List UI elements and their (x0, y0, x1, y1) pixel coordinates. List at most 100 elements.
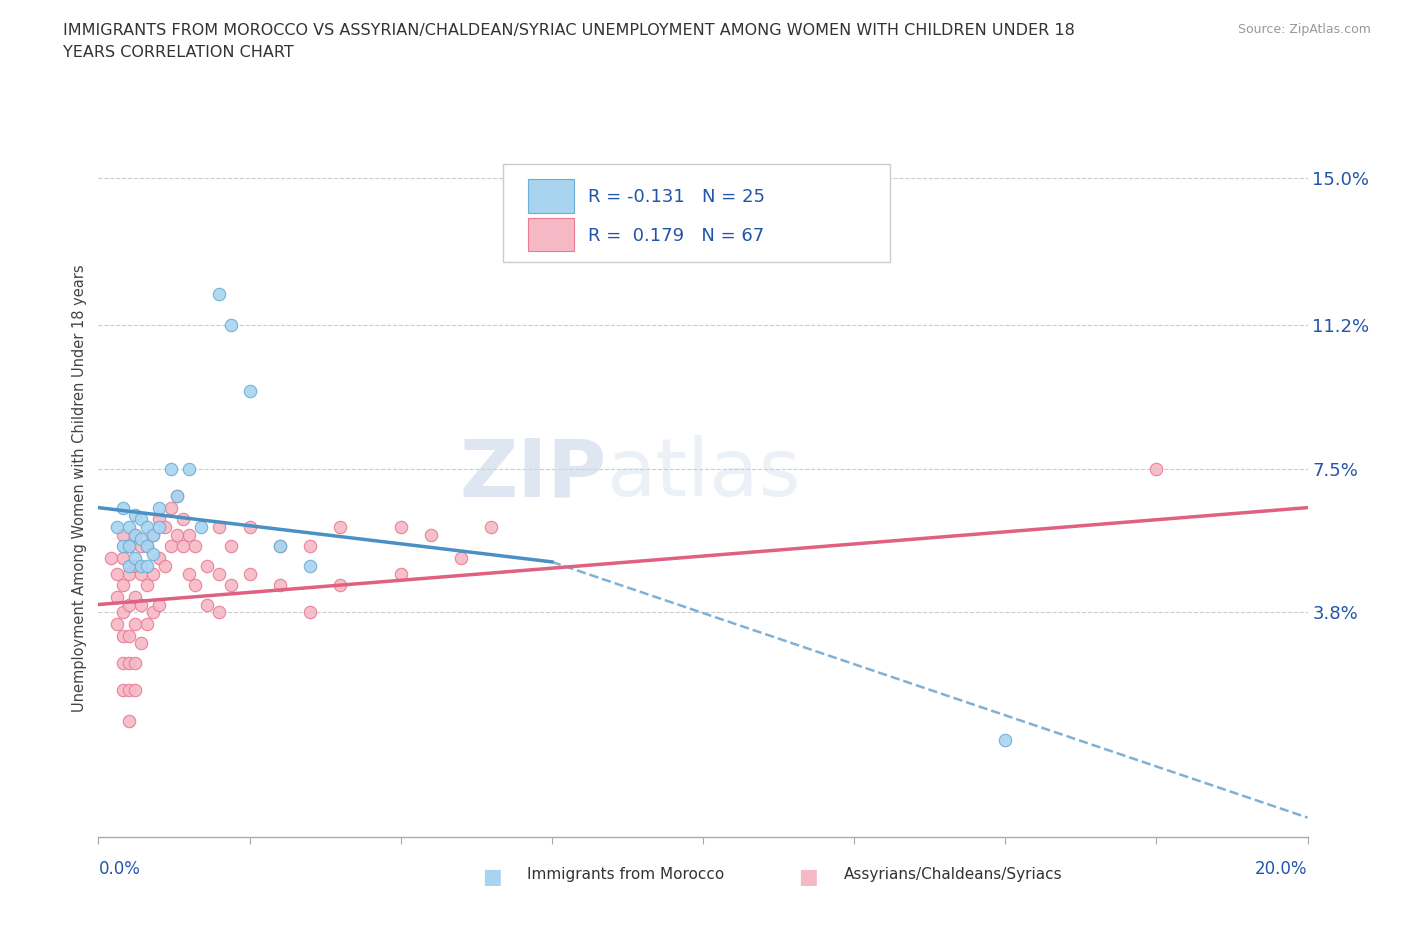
Point (111, 539, 134, 554)
Text: ■: ■ (482, 867, 502, 887)
Point (129, 539, 152, 554)
Point (142, 527, 165, 542)
Point (111, 655, 134, 670)
Point (142, 566, 165, 581)
Point (142, 604, 165, 619)
Point (239, 566, 262, 581)
Point (190, 520, 212, 535)
Point (111, 604, 134, 619)
Point (994, 733, 1017, 748)
Point (124, 558, 146, 573)
Point (208, 520, 231, 535)
Point (118, 597, 141, 612)
Point (177, 527, 201, 542)
Point (195, 597, 218, 612)
Point (177, 566, 201, 581)
Point (299, 604, 322, 619)
Point (105, 617, 128, 631)
Point (129, 558, 152, 573)
Point (299, 539, 322, 554)
Point (153, 558, 176, 573)
Point (160, 539, 183, 554)
Point (195, 558, 218, 573)
Point (299, 558, 322, 573)
Point (118, 683, 141, 698)
Point (118, 628, 141, 643)
FancyBboxPatch shape (503, 164, 890, 261)
Point (118, 713, 141, 728)
Point (172, 539, 194, 554)
Point (135, 578, 157, 592)
Point (124, 551, 146, 565)
Point (111, 551, 134, 565)
Text: YEARS CORRELATION CHART: YEARS CORRELATION CHART (63, 45, 294, 60)
Point (269, 539, 291, 554)
Point (142, 547, 165, 562)
Point (153, 520, 176, 535)
Point (135, 558, 157, 573)
Y-axis label: Unemployment Among Women with Children Under 18 years: Unemployment Among Women with Children U… (72, 264, 87, 712)
Point (148, 512, 170, 526)
Text: ZIP: ZIP (458, 435, 606, 513)
Text: R =  0.179   N = 67: R = 0.179 N = 67 (588, 227, 765, 245)
Point (166, 488, 188, 503)
FancyBboxPatch shape (527, 179, 574, 213)
Point (129, 636, 152, 651)
Point (111, 628, 134, 643)
Point (118, 655, 141, 670)
Point (419, 527, 441, 542)
Point (105, 566, 128, 581)
Point (111, 527, 134, 542)
Text: Immigrants from Morocco: Immigrants from Morocco (527, 867, 724, 882)
Point (160, 461, 183, 476)
Point (208, 566, 231, 581)
Point (142, 527, 165, 542)
Point (166, 488, 188, 503)
Point (221, 578, 243, 592)
Point (208, 604, 231, 619)
Point (129, 566, 152, 581)
Point (118, 539, 141, 554)
Point (129, 512, 152, 526)
Point (221, 318, 243, 333)
Point (389, 566, 412, 581)
Point (118, 566, 141, 581)
Point (184, 539, 207, 554)
Point (239, 384, 262, 399)
Text: IMMIGRANTS FROM MOROCCO VS ASSYRIAN/CHALDEAN/SYRIAC UNEMPLOYMENT AMONG WOMEN WIT: IMMIGRANTS FROM MOROCCO VS ASSYRIAN/CHAL… (63, 23, 1076, 38)
Point (111, 500, 134, 515)
Point (124, 527, 146, 542)
Point (135, 520, 157, 535)
Text: Assyrians/Chaldeans/Syriacs: Assyrians/Chaldeans/Syriacs (844, 867, 1062, 882)
Point (221, 539, 243, 554)
Point (105, 520, 128, 535)
Text: atlas: atlas (606, 435, 800, 513)
Point (329, 520, 352, 535)
Point (148, 551, 170, 565)
Point (172, 512, 194, 526)
Point (124, 508, 146, 523)
Point (124, 655, 146, 670)
Point (124, 527, 146, 542)
Point (148, 520, 170, 535)
Point (124, 617, 146, 631)
Point (135, 617, 157, 631)
Point (166, 527, 188, 542)
Point (269, 578, 291, 592)
Point (160, 500, 183, 515)
Point (148, 500, 170, 515)
Text: Source: ZipAtlas.com: Source: ZipAtlas.com (1237, 23, 1371, 36)
Point (135, 539, 157, 554)
Text: R = -0.131   N = 25: R = -0.131 N = 25 (588, 188, 765, 206)
Point (184, 578, 207, 592)
Point (111, 683, 134, 698)
Point (135, 539, 157, 554)
Text: 0.0%: 0.0% (98, 860, 141, 878)
Point (129, 531, 152, 546)
Point (329, 578, 352, 592)
Point (177, 461, 201, 476)
Point (450, 551, 472, 565)
FancyBboxPatch shape (527, 218, 574, 251)
Text: 20.0%: 20.0% (1256, 860, 1308, 878)
Point (1144, 461, 1167, 476)
